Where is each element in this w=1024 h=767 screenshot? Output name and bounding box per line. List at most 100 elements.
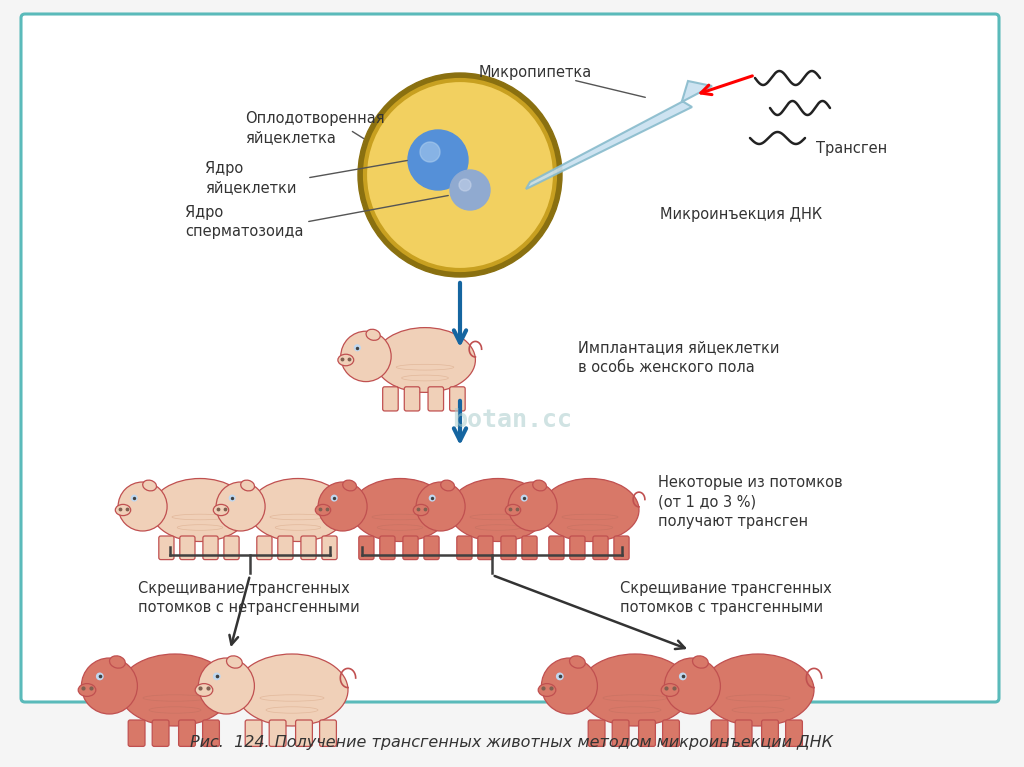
FancyBboxPatch shape	[735, 720, 752, 746]
Circle shape	[416, 482, 465, 531]
FancyBboxPatch shape	[762, 720, 778, 746]
Text: botan.cc: botan.cc	[452, 408, 572, 432]
Ellipse shape	[315, 505, 331, 515]
FancyBboxPatch shape	[203, 720, 219, 746]
FancyBboxPatch shape	[404, 387, 420, 411]
FancyBboxPatch shape	[245, 720, 262, 746]
Circle shape	[131, 495, 137, 501]
FancyBboxPatch shape	[358, 536, 374, 560]
Text: Некоторые из потомков
(от 1 до 3 %)
получают трансген: Некоторые из потомков (от 1 до 3 %) полу…	[658, 475, 843, 529]
Circle shape	[557, 673, 563, 680]
FancyBboxPatch shape	[402, 536, 418, 560]
Ellipse shape	[414, 505, 429, 515]
Ellipse shape	[78, 683, 96, 696]
Ellipse shape	[662, 683, 679, 696]
FancyBboxPatch shape	[501, 536, 516, 560]
Ellipse shape	[196, 683, 213, 696]
Ellipse shape	[241, 480, 255, 491]
Circle shape	[408, 130, 468, 190]
Circle shape	[420, 142, 440, 162]
Text: Оплодотворенная
яйцеклетка: Оплодотворенная яйцеклетка	[245, 110, 385, 146]
Circle shape	[354, 345, 360, 351]
Ellipse shape	[236, 654, 348, 726]
Ellipse shape	[249, 479, 347, 542]
Text: Микропипетка: Микропипетка	[478, 64, 592, 80]
FancyBboxPatch shape	[588, 720, 605, 746]
Ellipse shape	[375, 328, 475, 393]
FancyBboxPatch shape	[522, 536, 538, 560]
Ellipse shape	[119, 654, 231, 726]
FancyBboxPatch shape	[663, 720, 679, 746]
Ellipse shape	[505, 505, 520, 515]
FancyBboxPatch shape	[224, 536, 239, 560]
FancyBboxPatch shape	[22, 14, 999, 702]
Circle shape	[216, 482, 265, 531]
Ellipse shape	[338, 354, 353, 366]
Circle shape	[450, 170, 490, 210]
Text: Трансген: Трансген	[816, 140, 888, 156]
Circle shape	[332, 495, 337, 501]
Ellipse shape	[440, 480, 455, 491]
FancyBboxPatch shape	[159, 536, 174, 560]
FancyBboxPatch shape	[450, 387, 465, 411]
Ellipse shape	[226, 656, 243, 668]
Ellipse shape	[532, 480, 547, 491]
Circle shape	[341, 331, 391, 382]
FancyBboxPatch shape	[319, 720, 337, 746]
FancyBboxPatch shape	[612, 720, 629, 746]
Circle shape	[542, 658, 597, 714]
Ellipse shape	[702, 654, 814, 726]
Circle shape	[318, 482, 367, 531]
Ellipse shape	[110, 656, 125, 668]
Ellipse shape	[213, 505, 228, 515]
Circle shape	[508, 482, 557, 531]
FancyBboxPatch shape	[785, 720, 803, 746]
Text: Скрещивание трансгенных
потомков с трансгенными: Скрещивание трансгенных потомков с транс…	[620, 581, 831, 615]
Text: Имплантация яйцеклетки
в особь женского пола: Имплантация яйцеклетки в особь женского …	[578, 341, 779, 375]
Circle shape	[365, 80, 555, 270]
Text: Скрещивание трансгенных
потомков с нетрансгенными: Скрещивание трансгенных потомков с нетра…	[138, 581, 359, 615]
Circle shape	[81, 658, 137, 714]
Circle shape	[199, 658, 254, 714]
FancyBboxPatch shape	[128, 720, 145, 746]
Circle shape	[429, 495, 435, 501]
Ellipse shape	[116, 505, 131, 515]
FancyBboxPatch shape	[269, 720, 286, 746]
FancyBboxPatch shape	[380, 536, 395, 560]
Ellipse shape	[579, 654, 691, 726]
Text: Микроинъекция ДНК: Микроинъекция ДНК	[660, 208, 822, 222]
FancyBboxPatch shape	[301, 536, 316, 560]
FancyBboxPatch shape	[178, 720, 196, 746]
Ellipse shape	[142, 480, 157, 491]
Text: Ядро
яйцеклетки: Ядро яйцеклетки	[205, 160, 297, 196]
Ellipse shape	[692, 656, 709, 668]
Circle shape	[358, 73, 562, 277]
Circle shape	[214, 673, 220, 680]
Circle shape	[680, 673, 686, 680]
Circle shape	[459, 179, 471, 191]
Circle shape	[96, 673, 103, 680]
FancyBboxPatch shape	[593, 536, 608, 560]
Ellipse shape	[366, 329, 380, 341]
Circle shape	[521, 495, 527, 501]
FancyBboxPatch shape	[180, 536, 195, 560]
Text: Рис.  124. Получение трансгенных животных методом микроинъекции ДНК: Рис. 124. Получение трансгенных животных…	[190, 735, 834, 749]
Ellipse shape	[449, 479, 547, 542]
FancyBboxPatch shape	[203, 536, 218, 560]
Circle shape	[118, 482, 167, 531]
Ellipse shape	[541, 479, 639, 542]
Polygon shape	[526, 81, 712, 189]
FancyBboxPatch shape	[428, 387, 443, 411]
FancyBboxPatch shape	[322, 536, 337, 560]
FancyBboxPatch shape	[457, 536, 472, 560]
FancyBboxPatch shape	[569, 536, 585, 560]
Circle shape	[229, 495, 234, 501]
FancyBboxPatch shape	[153, 720, 169, 746]
FancyBboxPatch shape	[296, 720, 312, 746]
FancyBboxPatch shape	[639, 720, 655, 746]
Text: Ядро
сперматозоида: Ядро сперматозоида	[185, 205, 303, 239]
FancyBboxPatch shape	[383, 387, 398, 411]
FancyBboxPatch shape	[278, 536, 293, 560]
FancyBboxPatch shape	[549, 536, 564, 560]
Circle shape	[665, 658, 721, 714]
